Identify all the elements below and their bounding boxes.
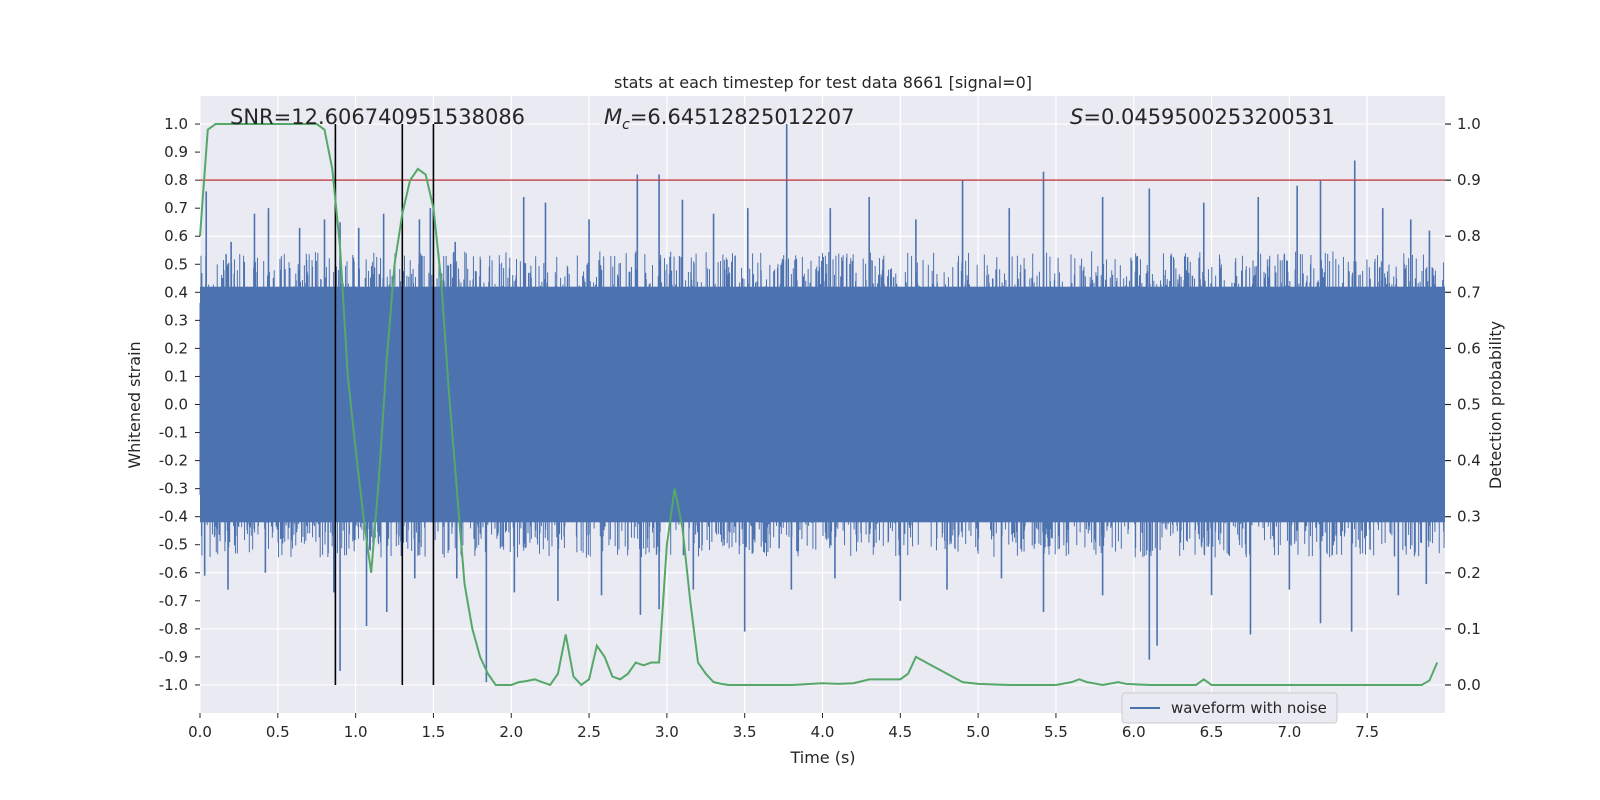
- y-right-tick-label: 0.5: [1457, 396, 1481, 414]
- x-tick-label: 6.5: [1200, 723, 1224, 741]
- y-right-tick-label: 0.2: [1457, 564, 1481, 582]
- y-tick-label: -0.7: [159, 592, 188, 610]
- x-tick-label: 5.0: [966, 723, 990, 741]
- y-tick-label: -0.2: [159, 452, 188, 470]
- chirp-mass-annotation: Mc=6.64512825012207: [604, 105, 855, 133]
- y-tick-label: 0.4: [164, 283, 188, 301]
- x-tick-label: 7.0: [1277, 723, 1301, 741]
- y-tick-label: -0.9: [159, 648, 188, 666]
- x-tick-label: 3.5: [733, 723, 757, 741]
- s-symbol: S: [1070, 105, 1083, 129]
- y-right-tick-label: 0.3: [1457, 508, 1481, 526]
- y-tick-label: 0.9: [164, 143, 188, 161]
- y-right-tick-label: 0.1: [1457, 620, 1481, 638]
- y-tick-label: -0.6: [159, 564, 188, 582]
- waveform-series: [199, 124, 1446, 683]
- y-tick-label: -0.8: [159, 620, 188, 638]
- x-ticks: 0.0 0.5 1.0 1.5 2.0 2.5 3.0 3.5 4.0 4.5 5.0 5.5 6.0 6…: [188, 713, 1379, 741]
- probability-line: [199, 123, 1439, 687]
- y-ticks-left: 1.0 0.9 0.8 0.7 0.6 0.5 0.4 0.3 0.2 0.1 0.0 -0.1 -0.…: [159, 115, 200, 694]
- y-axis-label: Whitened strain: [125, 341, 144, 468]
- y-axis-label-right: Detection probability: [1486, 321, 1505, 489]
- x-tick-label: 4.0: [811, 723, 835, 741]
- x-tick-label: 6.0: [1122, 723, 1146, 741]
- x-tick-label: 1.5: [422, 723, 446, 741]
- x-tick-label: 2.0: [499, 723, 523, 741]
- legend-box: [1121, 692, 1338, 724]
- y-ticks-right: 1.0 0.9 0.8 0.7 0.6 0.5 0.4 0.3 0.2 0.1 0.0: [1445, 115, 1481, 694]
- chart-title: stats at each timestep for test data 866…: [614, 73, 1032, 92]
- x-tick-label: 0.0: [188, 723, 212, 741]
- y-right-tick-label: 0.7: [1457, 283, 1481, 301]
- y-right-tick-label: 1.0: [1457, 115, 1481, 133]
- y-right-tick-label: 0.8: [1457, 227, 1481, 245]
- y-right-tick-label: 0.4: [1457, 452, 1481, 470]
- x-tick-label: 1.0: [344, 723, 368, 741]
- y-tick-label: 0.3: [164, 311, 188, 329]
- y-tick-label: 0.8: [164, 171, 188, 189]
- x-tick-label: 2.5: [577, 723, 601, 741]
- y-tick-label: -0.4: [159, 508, 188, 526]
- y-tick-label: 0.5: [164, 255, 188, 273]
- s-annotation: S=0.0459500253200531: [1070, 105, 1335, 129]
- mc-symbol: M: [604, 105, 622, 129]
- y-tick-label: -1.0: [159, 676, 188, 694]
- snr-annotation: SNR=12.606740951538086: [230, 105, 525, 129]
- y-tick-label: 1.0: [164, 115, 188, 133]
- y-tick-label: 0.7: [164, 199, 188, 217]
- y-tick-label: 0.2: [164, 339, 188, 357]
- y-tick-label: -0.1: [159, 424, 188, 442]
- mc-value: =6.64512825012207: [630, 105, 855, 129]
- y-tick-label: -0.3: [159, 480, 188, 498]
- mc-subscript: c: [622, 117, 630, 133]
- y-right-tick-label: 0.6: [1457, 339, 1481, 357]
- waveform-band: [200, 286, 1445, 523]
- y-tick-label: 0.1: [164, 367, 188, 385]
- y-right-tick-label: 0.0: [1457, 676, 1481, 694]
- x-tick-label: 0.5: [266, 723, 290, 741]
- y-right-tick-label: 0.9: [1457, 171, 1481, 189]
- x-axis-label: Time (s): [789, 748, 855, 767]
- probability-layer: [199, 123, 1439, 687]
- s-value: =0.0459500253200531: [1083, 105, 1334, 129]
- x-tick-label: 4.5: [888, 723, 912, 741]
- x-tick-label: 7.5: [1355, 723, 1379, 741]
- legend: waveform with noise: [1121, 692, 1338, 724]
- y-tick-label: 0.6: [164, 227, 188, 245]
- x-tick-label: 5.5: [1044, 723, 1068, 741]
- legend-label: waveform with noise: [1171, 699, 1327, 717]
- y-tick-label: -0.5: [159, 536, 188, 554]
- x-tick-label: 3.0: [655, 723, 679, 741]
- y-tick-label: 0.0: [164, 396, 188, 414]
